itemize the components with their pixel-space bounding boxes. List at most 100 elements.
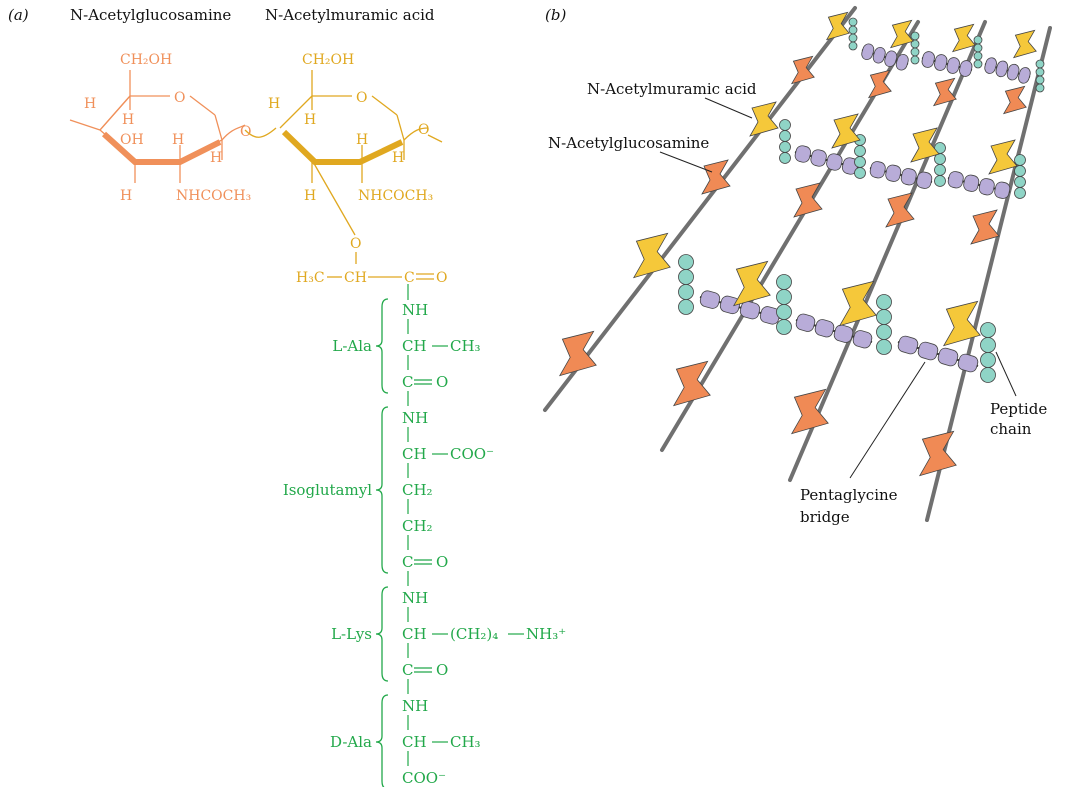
- peptide-bead: [848, 17, 858, 27]
- glycine-cylinder: [947, 171, 964, 189]
- murnac-unit: [749, 101, 779, 137]
- peptide-atom: COO⁻: [402, 769, 446, 787]
- callout-peptide-line2: chain: [990, 420, 1032, 438]
- residue-label: L-Lys: [331, 625, 372, 643]
- peptide-bead: [980, 337, 996, 353]
- peptide-bead: [934, 175, 946, 187]
- glycine-cylinder: [984, 57, 997, 74]
- glycine-cylinder: [946, 57, 960, 74]
- lactyl-carbonyl-c: C: [404, 270, 415, 286]
- murnac-h: H: [304, 112, 316, 128]
- peptide-stem: NH CH CH₃ C O L-Ala NH CH COO⁻ CH₂ CH₂ C O Isoglutamy…: [283, 284, 566, 787]
- panel-b-label: (b): [545, 6, 566, 24]
- peptide-bead: [876, 324, 892, 340]
- glycine-cylinder: [739, 300, 761, 320]
- glcnac-unit: [790, 388, 829, 435]
- peptide-bead: [678, 284, 694, 300]
- lactyl-h3c: H₃C: [296, 270, 325, 286]
- glycine-cylinder: [794, 145, 812, 163]
- side-chain: CH₃: [450, 733, 481, 751]
- peptide-bead: [848, 41, 858, 51]
- glcnac-unit: [558, 330, 597, 377]
- glcnac-unit: [672, 360, 711, 407]
- peptide-bead: [934, 164, 946, 176]
- peptide-atom: CH: [402, 733, 427, 751]
- lactyl-ether-oxygen: O: [350, 236, 361, 252]
- peptide-bead: [876, 309, 892, 325]
- callout-leader-muramic: [704, 97, 753, 119]
- peptide-bead: [776, 319, 792, 335]
- glycosidic-oxygen: O: [240, 124, 251, 140]
- peptide-bead: [980, 322, 996, 338]
- glycine-cylinder: [699, 290, 721, 309]
- glcnac-h: H: [210, 150, 222, 166]
- peptide-bead: [1035, 83, 1045, 93]
- murnac-ch2oh: CH₂OH: [302, 52, 354, 68]
- peptide-bead: [1014, 165, 1026, 177]
- side-chain: CH₃: [450, 337, 481, 355]
- peptide-bead: [776, 289, 792, 305]
- peptidoglycan-lattice: [543, 6, 1052, 522]
- peptide-bead: [678, 254, 694, 270]
- murnac-nhcoch3: NHCOCH₃: [358, 188, 433, 204]
- glycine-cylinder: [852, 330, 873, 349]
- glcnac-h: H: [172, 132, 184, 148]
- glcnac-oh: OH: [120, 132, 144, 148]
- peptide-bead: [876, 339, 892, 355]
- murnac-ring-bold-edge: [281, 129, 404, 165]
- peptide-bead: [776, 304, 792, 320]
- residue-label: L-Ala: [332, 337, 372, 355]
- glcnac-unit: [932, 77, 957, 107]
- peptide-atom: CH₂: [402, 517, 433, 535]
- peptide-atom: C: [402, 553, 413, 571]
- glycine-cylinder: [895, 53, 909, 71]
- murnac-unit: [831, 113, 861, 149]
- murnac-unit: [942, 300, 981, 347]
- glcnac-unit: [867, 69, 892, 99]
- glcnac-unit: [885, 192, 915, 228]
- lactyl-ch: CH: [344, 270, 367, 286]
- murnac-h: H: [268, 96, 280, 112]
- peptide-bead: [779, 141, 791, 153]
- murnac-unit: [889, 19, 914, 49]
- glycine-cylinder: [810, 149, 827, 167]
- glycine-cylinder: [885, 164, 902, 182]
- murnac-unit: [1012, 29, 1037, 59]
- peptide-bead: [876, 294, 892, 310]
- glycine-cylinder: [917, 341, 939, 361]
- peptide-atom: CH₂: [402, 481, 433, 499]
- callout-n-acetylmuramic-acid: N-Acetylmuramic acid: [587, 80, 757, 98]
- lactyl-carbonyl-o: O: [436, 270, 447, 286]
- glycine-cylinder: [921, 51, 935, 68]
- peptide-bead: [854, 156, 866, 168]
- glycosidic-bond: [244, 127, 277, 138]
- glcnac-nhcoch3: NHCOCH₃: [176, 188, 251, 204]
- peptide-atom: CH: [402, 337, 427, 355]
- peptide-bead: [973, 35, 983, 45]
- peptide-bead: [848, 25, 858, 35]
- peptide-bead: [854, 167, 866, 179]
- glcnac-ring-oxygen: O: [174, 90, 185, 106]
- glycine-cylinder: [995, 60, 1009, 78]
- glycine-cylinder: [959, 60, 973, 77]
- peptide-bead: [910, 55, 920, 65]
- peptide-bead: [1014, 154, 1026, 166]
- peptide-atom: NH: [402, 697, 428, 715]
- callout-leader-peptide: [995, 351, 1017, 397]
- murnac-unit: [825, 11, 850, 41]
- peptide-bead: [854, 145, 866, 157]
- carbonyl-oxygen: O: [436, 373, 448, 391]
- residue-brace: [375, 406, 389, 574]
- panel-a-label: (a): [8, 6, 29, 24]
- carbonyl-oxygen: O: [436, 553, 448, 571]
- title-n-acetylmuramic-acid: N-Acetylmuramic acid: [265, 6, 435, 24]
- glycine-cylinder: [719, 295, 741, 315]
- glcnac-ring-bold-edge: [101, 131, 222, 165]
- glycine-cylinder: [1006, 63, 1020, 81]
- peptide-bead: [973, 51, 983, 61]
- glycine-cylinder: [814, 319, 835, 338]
- murnac-h: H: [392, 150, 404, 166]
- glcnac-unit: [793, 182, 823, 218]
- glycine-cylinder: [994, 181, 1011, 199]
- glycine-cylinder: [826, 153, 843, 171]
